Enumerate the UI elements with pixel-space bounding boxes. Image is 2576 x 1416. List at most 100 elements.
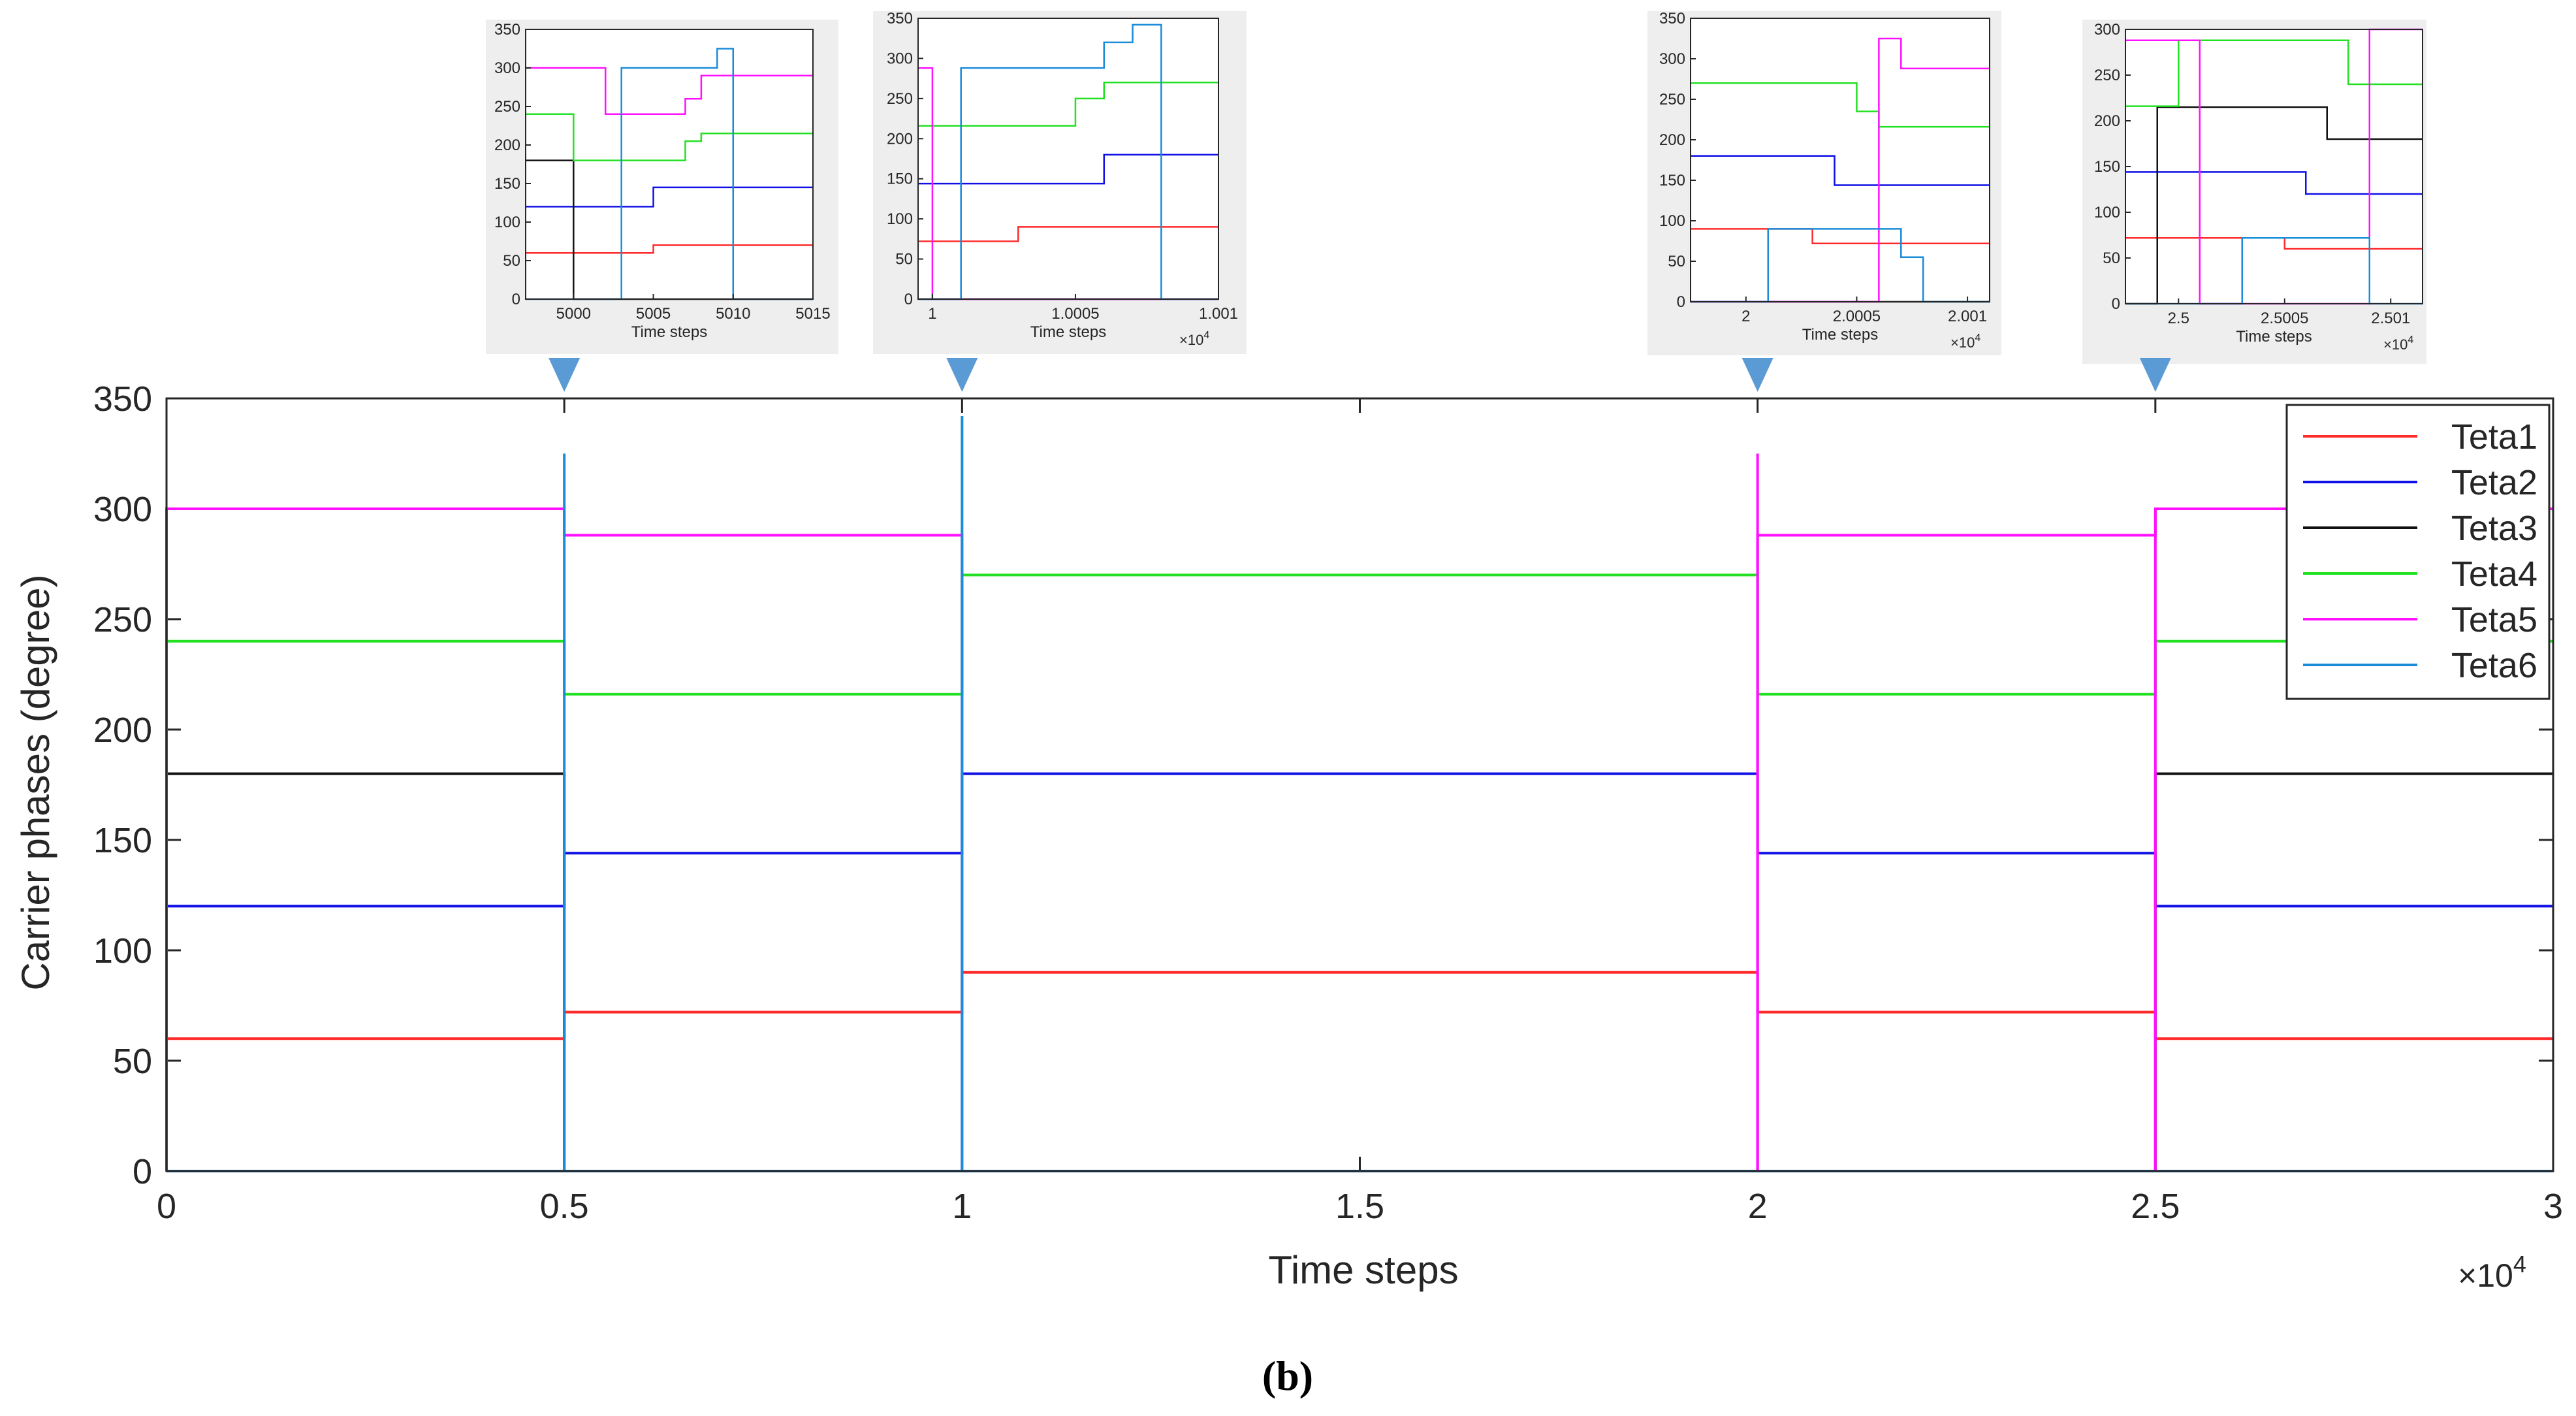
x-axis-label: Time steps <box>1268 1248 1458 1292</box>
zoom-arrow-icon <box>549 358 580 392</box>
y-axis-label: Carrier phases (degree) <box>14 575 57 991</box>
inset-y-tick-label: 150 <box>494 175 520 193</box>
inset-y-tick-label: 0 <box>1677 293 1685 311</box>
inset-panel: 2 2.0005 2.001 0 50 100 150 200 250 300 350 Time st… <box>1647 10 2001 355</box>
inset-y-tick-label: 300 <box>2094 21 2120 39</box>
inset-line-teta1 <box>918 226 1218 242</box>
inset-y-tick-label: 100 <box>2094 204 2120 221</box>
y-tick-label: 100 <box>93 931 152 971</box>
inset-y-tick-label: 100 <box>494 214 520 231</box>
y-tick-label: 350 <box>93 379 152 419</box>
x-axis-multiplier: ×104 <box>2458 1251 2526 1294</box>
inset-x-tick-label: 1 <box>928 305 936 323</box>
inset-plot-area <box>1691 18 1990 302</box>
zoom-arrow-icon <box>2139 358 2171 392</box>
x-tick-label: 0 <box>157 1187 176 1226</box>
inset-plot-area <box>526 29 813 299</box>
inset-y-tick-label: 200 <box>2094 112 2120 130</box>
zoom-arrows <box>549 358 2171 392</box>
x-axis-multiplier-base: ×10 <box>2458 1257 2513 1294</box>
inset-x-tick-label: 5015 <box>795 305 830 323</box>
legend-label-teta4: Teta4 <box>2451 555 2537 594</box>
inset-x-multiplier-exponent: 4 <box>2408 334 2413 346</box>
inset-y-tick-label: 200 <box>887 130 913 148</box>
inset-y-tick-label: 150 <box>2094 158 2120 176</box>
inset-y-tick-label: 350 <box>494 21 520 39</box>
inset-y-tick-label: 50 <box>2103 249 2120 267</box>
x-tick-label: 3 <box>2543 1187 2563 1226</box>
x-tick-label: 2 <box>1748 1187 1768 1226</box>
inset-x-tick-label: 2.5 <box>2168 310 2189 327</box>
zoom-arrow-icon <box>946 358 978 392</box>
y-tick-label: 50 <box>113 1042 152 1081</box>
inset-y-tick-label: 250 <box>2094 67 2120 84</box>
inset-x-tick-label: 2 <box>1741 308 1750 325</box>
legend-label-teta5: Teta5 <box>2451 600 2537 639</box>
zoom-arrow-icon <box>1741 358 1773 392</box>
inset-x-tick-label: 1.0005 <box>1051 305 1099 323</box>
inset-y-tick-label: 50 <box>1668 253 1685 270</box>
x-tick-label: 0.5 <box>540 1187 589 1226</box>
inset-axes-frame <box>917 18 1219 300</box>
inset-y-tick-label: 250 <box>494 98 520 116</box>
inset-line-teta2 <box>2125 171 2423 195</box>
inset-axes-frame <box>1690 18 1990 302</box>
inset-y-tick-label: 100 <box>1659 212 1685 230</box>
inset-line-teta2 <box>1691 155 1990 186</box>
legend-box <box>2285 404 2551 700</box>
x-tick-label: 1 <box>952 1187 972 1226</box>
y-tick-label: 200 <box>93 711 152 750</box>
inset-x-multiplier-base: ×10 <box>1179 332 1203 348</box>
inset-x-axis-label: Time steps <box>631 323 707 341</box>
legend-label-teta3: Teta3 <box>2451 509 2537 548</box>
y-tick-label: 300 <box>93 490 152 529</box>
inset-x-multiplier-base: ×10 <box>2383 336 2408 353</box>
inset-line-teta5 <box>526 67 813 116</box>
inset-panel: 5000 5005 5010 5015 0 50 100 150 200 250 300 350 Tim… <box>486 20 838 354</box>
legend-label-teta2: Teta2 <box>2451 463 2537 502</box>
inset-y-tick-label: 300 <box>1659 50 1685 68</box>
inset-line-teta1 <box>2125 236 2423 250</box>
inset-y-tick-label: 250 <box>887 90 913 108</box>
inset-x-axis-label: Time steps <box>1030 323 1106 341</box>
inset-y-tick-label: 50 <box>503 252 520 270</box>
inset-x-axis-label: Time steps <box>2236 328 2312 346</box>
inset-plot-area <box>2125 29 2423 304</box>
inset-line-teta6 <box>526 48 813 300</box>
inset-panel: 1 1.0005 1.001 0 50 100 150 200 250 300 350 Time st… <box>873 10 1247 354</box>
main-tick-labels: 0 0.5 1 1.5 2 2.5 3 0 50 100 150 200 250 300 350 <box>93 379 2563 1226</box>
legend-label-teta1: Teta1 <box>2451 417 2537 457</box>
zoom-insets: 5000 5005 5010 5015050100150200250300350Tim… <box>486 10 2426 364</box>
inset-line-teta4 <box>2125 39 2423 107</box>
inset-x-multiplier: ×104 <box>1950 332 1980 351</box>
y-tick-label: 150 <box>93 821 152 860</box>
inset-x-tick-label: 2.5005 <box>2261 310 2308 327</box>
inset-y-tick-label: 200 <box>1659 131 1685 149</box>
inset-axes-frame <box>525 29 814 300</box>
inset-line-teta4 <box>1691 82 1990 128</box>
inset-y-tick-label: 0 <box>512 291 520 308</box>
legend-label-teta6: Teta6 <box>2451 646 2537 685</box>
inset-line-teta4 <box>918 82 1218 127</box>
figure-caption: (b) <box>1262 1353 1313 1399</box>
legend: Teta1 Teta2 Teta3 Teta4 Teta5 Teta6 <box>2285 404 2551 700</box>
inset-x-tick-label: 5010 <box>716 305 750 323</box>
inset-y-tick-label: 100 <box>887 210 913 228</box>
inset-line-teta6 <box>918 24 1218 300</box>
inset-x-tick-label: 5000 <box>556 305 591 323</box>
inset-x-multiplier-exponent: 4 <box>1203 330 1209 341</box>
main-axes-frame <box>165 397 2554 1172</box>
inset-y-tick-label: 350 <box>887 10 913 27</box>
inset-y-tick-label: 150 <box>1659 172 1685 189</box>
inset-y-tick-label: 0 <box>2112 295 2120 313</box>
inset-y-tick-label: 350 <box>1659 10 1685 27</box>
inset-y-tick-label: 50 <box>895 251 913 268</box>
inset-x-tick-label: 1.001 <box>1199 305 1238 323</box>
inset-plot-area <box>918 18 1218 299</box>
inset-y-tick-label: 0 <box>904 291 913 308</box>
inset-x-tick-label: 5005 <box>636 305 671 323</box>
inset-x-tick-label: 2.501 <box>2371 310 2410 327</box>
inset-x-multiplier: ×104 <box>1179 330 1209 348</box>
x-tick-label: 1.5 <box>1335 1187 1384 1226</box>
